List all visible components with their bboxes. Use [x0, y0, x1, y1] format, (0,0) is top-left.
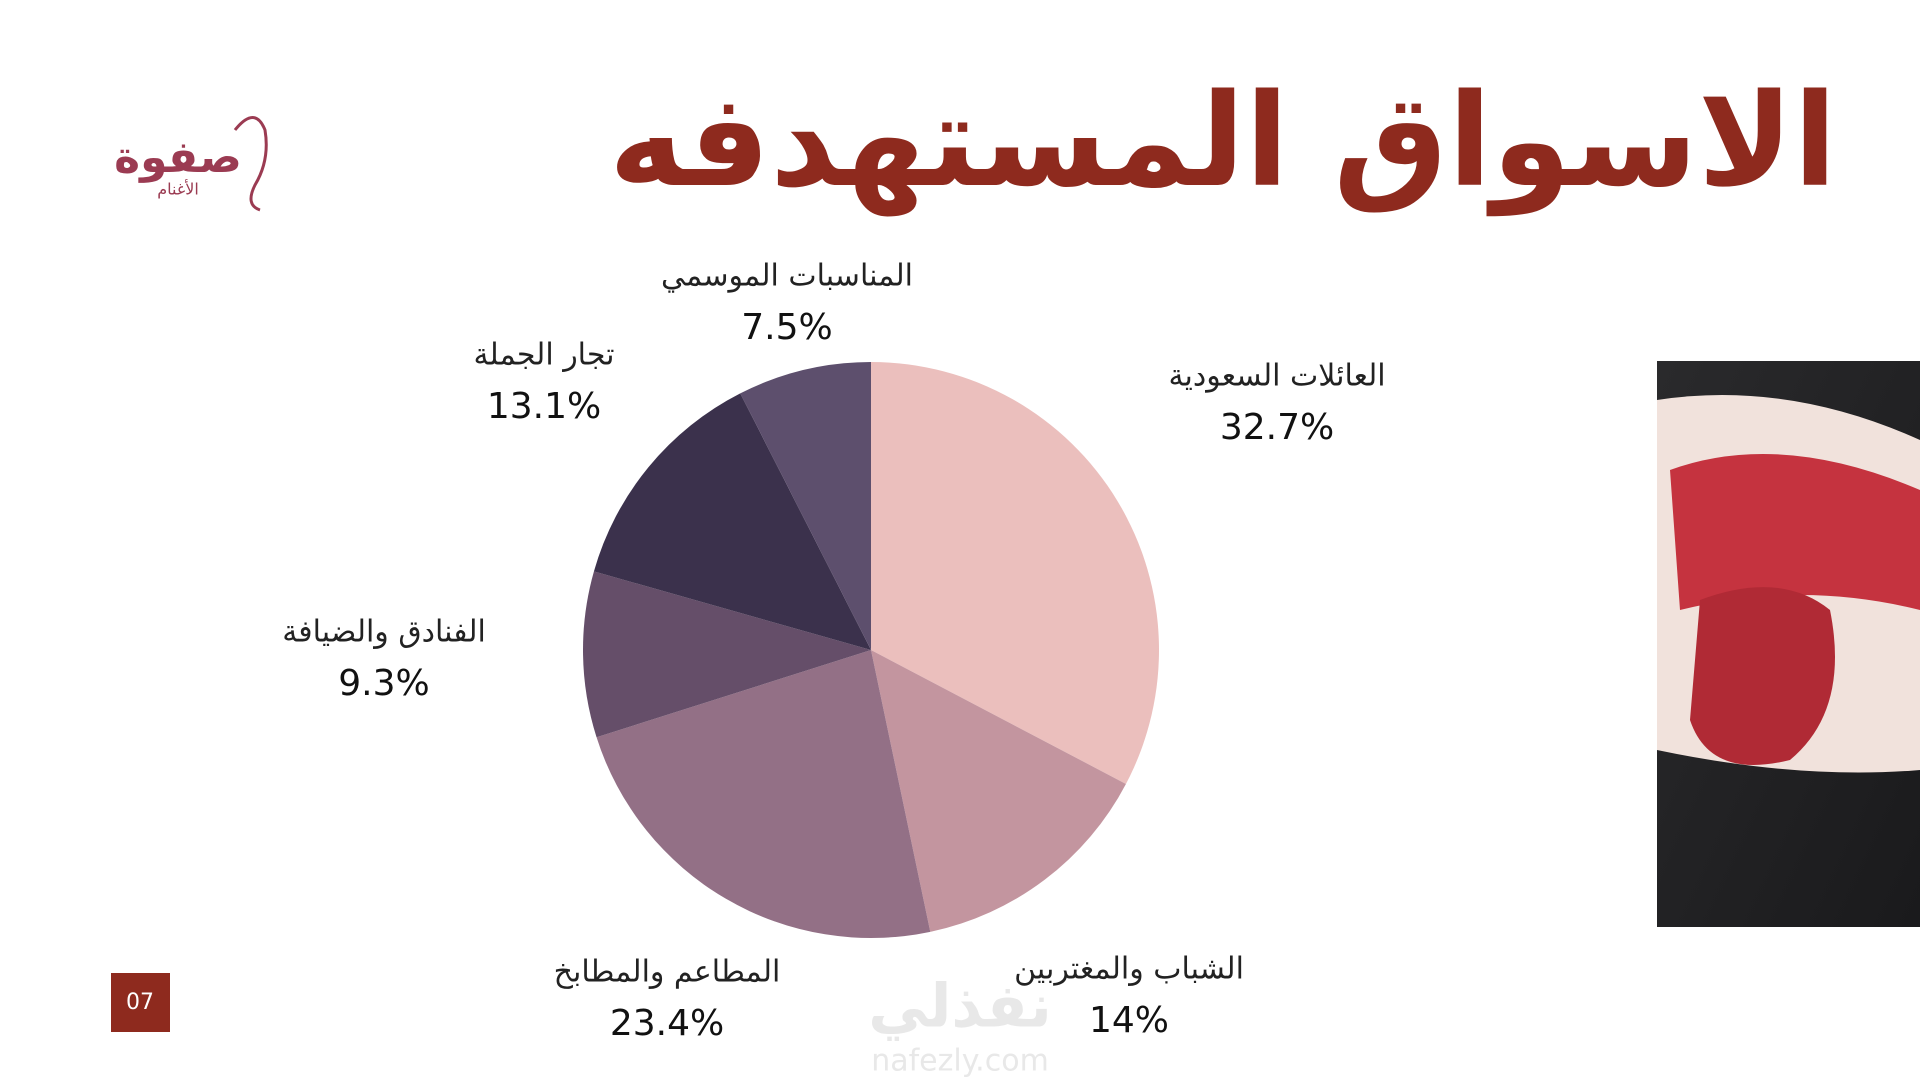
- slide-title: الاسواق المستهدفه: [609, 67, 1837, 216]
- pie-slice: [871, 362, 1160, 784]
- logo-icon: [233, 116, 268, 212]
- slice-value-label: 13.1%: [487, 386, 601, 427]
- logo: صفوة الأغنام: [114, 116, 268, 212]
- slice-category: تجار الجملة: [473, 338, 614, 373]
- slice-value-label: 23.4%: [610, 1003, 724, 1044]
- slice-category: العائلات السعودية: [1168, 359, 1385, 394]
- slice-category: المطاعم والمطابخ: [554, 955, 781, 990]
- slice-value-label: 32.7%: [1220, 407, 1334, 448]
- logo-name: صفوة: [114, 132, 242, 183]
- watermark-site: nafezly.com: [871, 1044, 1049, 1079]
- logo-subtitle: الأغنام: [157, 179, 199, 199]
- meat-red: [1690, 587, 1835, 765]
- slice-value-label: 7.5%: [741, 307, 832, 348]
- pie-slice: [593, 393, 871, 650]
- page-number-box: [111, 973, 170, 1032]
- page-number: 07: [126, 990, 154, 1015]
- pie-chart: العائلات السعودية 32.7% الشباب والمغتربين 1…: [282, 259, 1385, 1045]
- slice-value-label: 14%: [1089, 1000, 1169, 1041]
- meat-red: [1670, 454, 1920, 610]
- pie-slice: [740, 362, 871, 650]
- slice-category: الفنادق والضيافة: [282, 615, 486, 650]
- slice-category: الشباب والمغتربين: [1014, 952, 1244, 987]
- slice-category: المناسبات الموسمي: [661, 259, 913, 294]
- watermark: نفذلي: [868, 972, 1052, 1042]
- meat-photo: [1657, 361, 1920, 927]
- pie-slice: [871, 650, 1126, 932]
- pie-slice: [596, 650, 931, 938]
- slice-value-label: 9.3%: [338, 663, 429, 704]
- pie-slice: [583, 571, 871, 738]
